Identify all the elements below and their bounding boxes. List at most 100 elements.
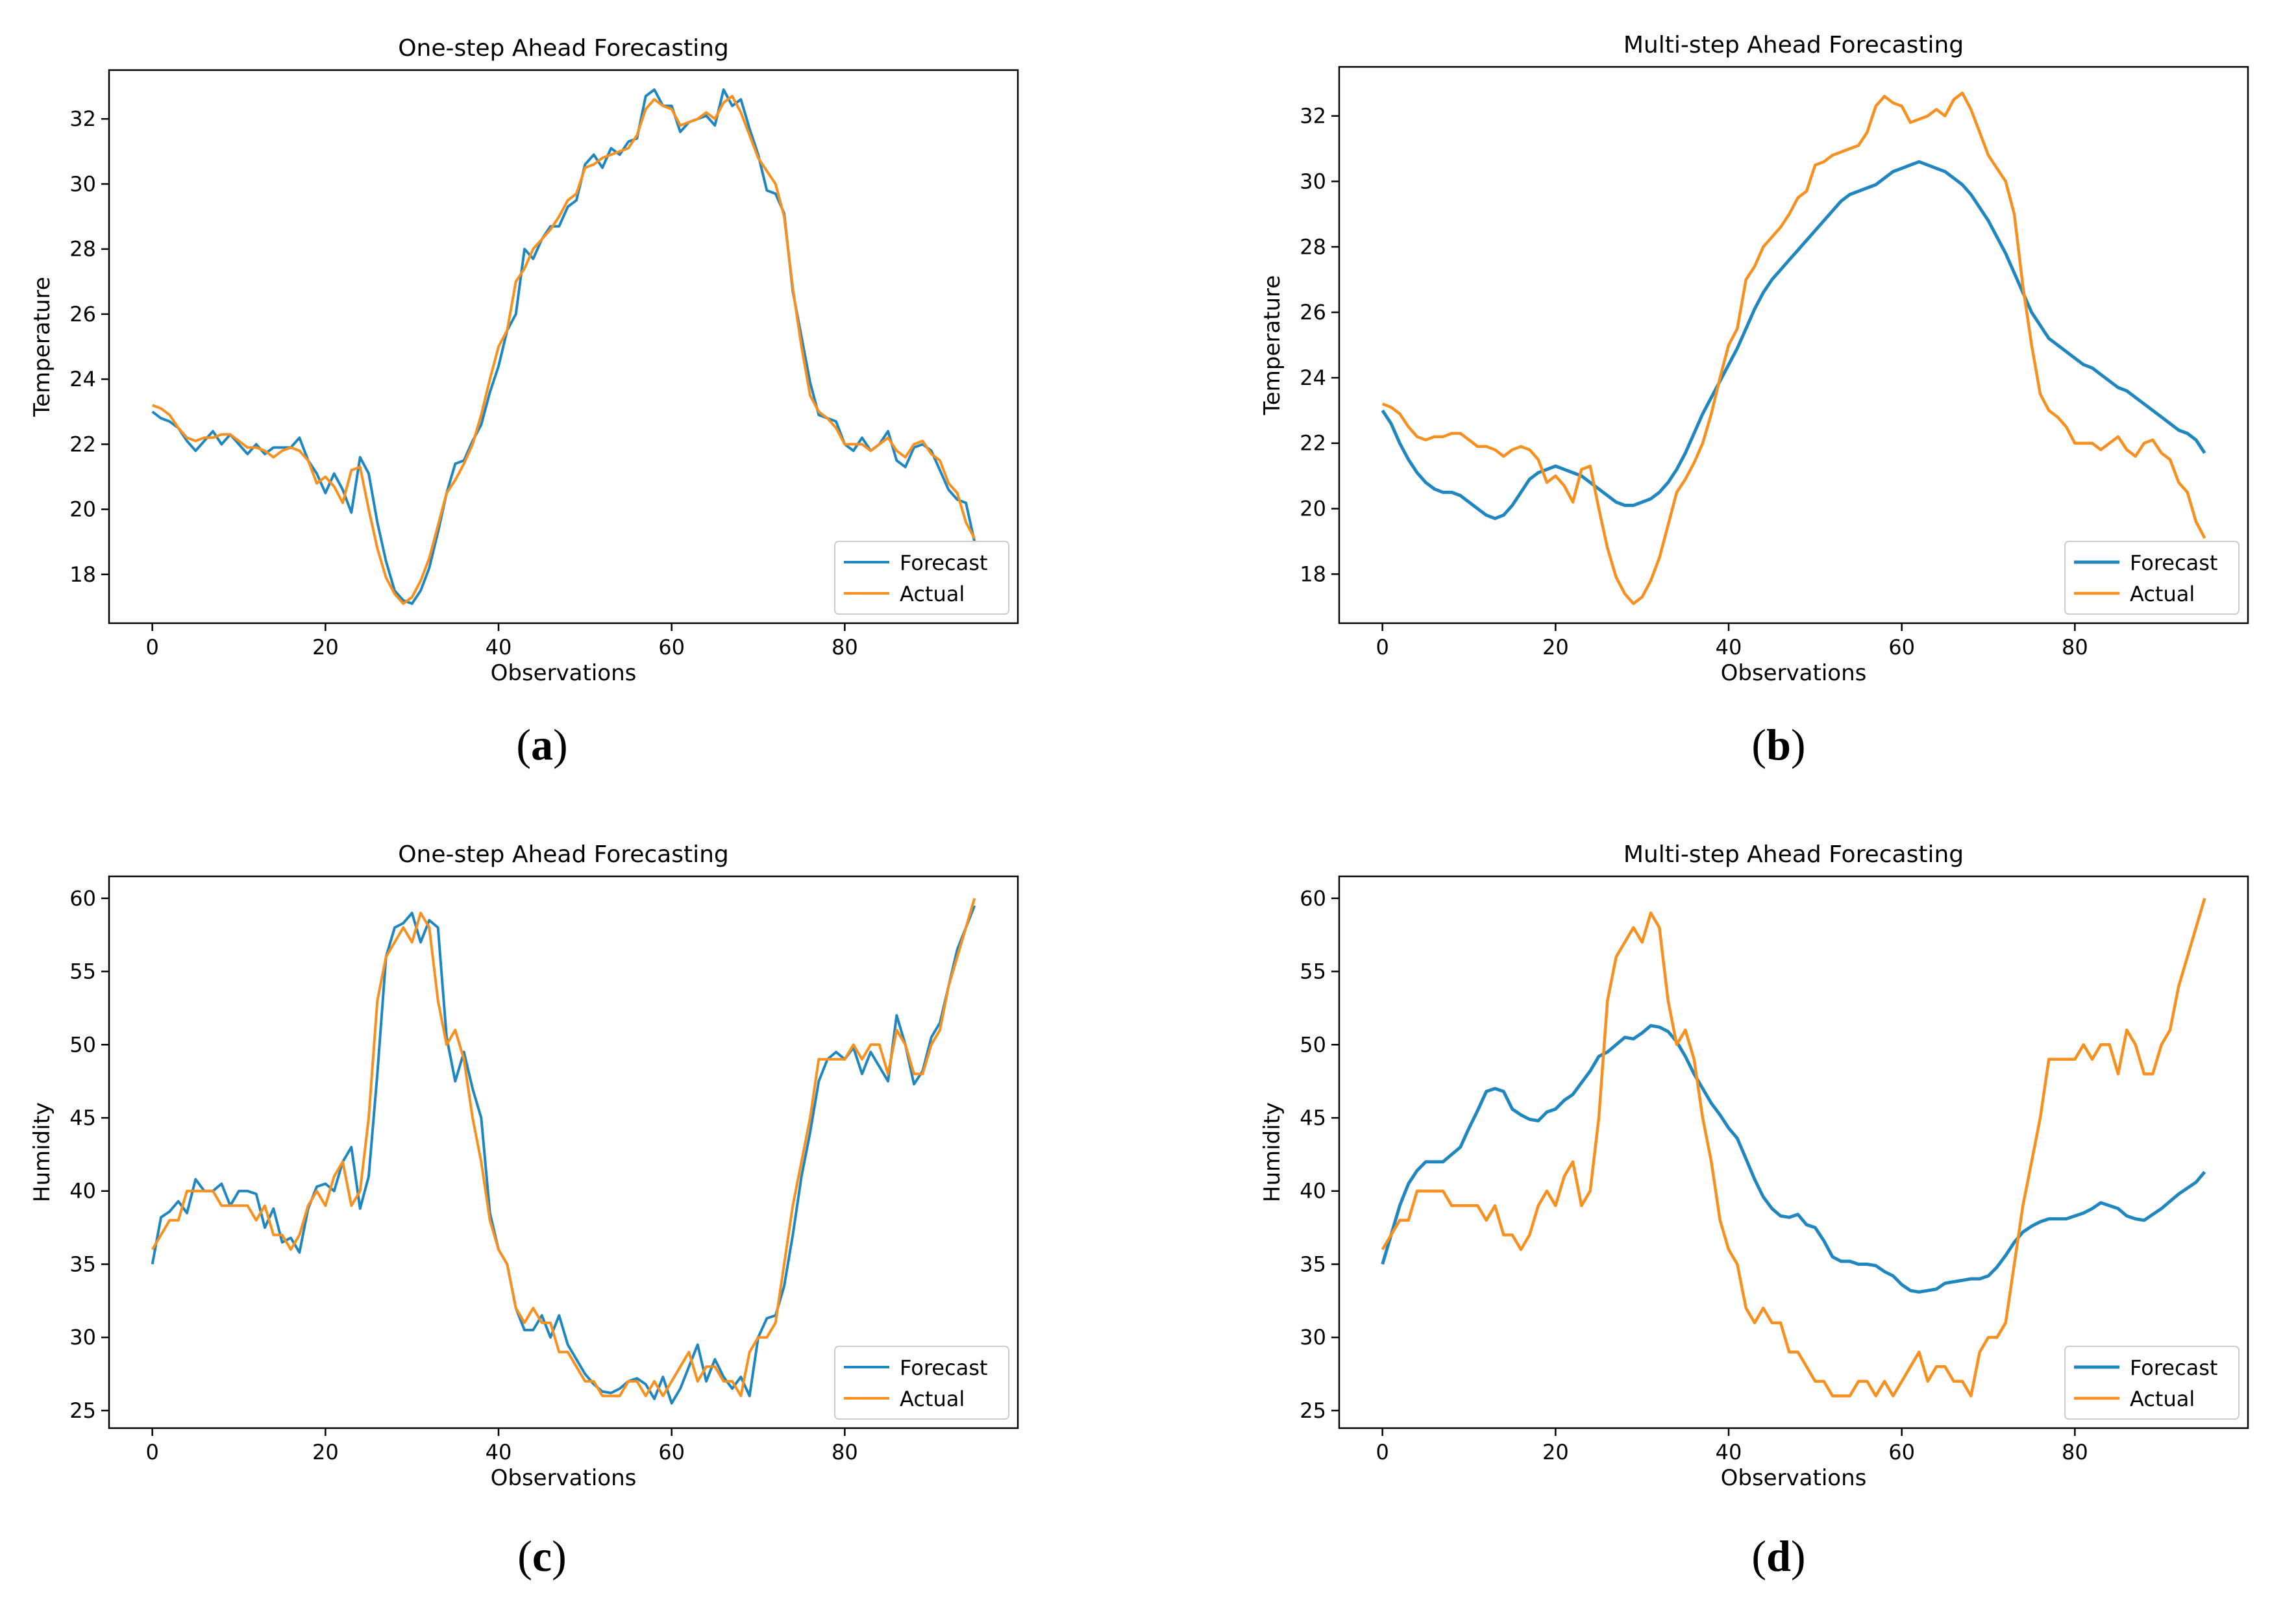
series-line-actual: [1381, 92, 2206, 606]
y-tick-label: 28: [1300, 234, 1326, 259]
panel-label-letter: b: [1766, 720, 1791, 769]
series-line-actual: [1381, 898, 2206, 1398]
plot-area: [108, 875, 1019, 1429]
panel-label-open: (: [517, 1531, 532, 1581]
chart-panel-c: One-step Ahead Forecasting 0 20 40 60 80 25 30 3…: [29, 841, 1019, 1491]
x-tick-label: 40: [486, 1440, 512, 1464]
x-tick-label: 40: [1716, 635, 1742, 660]
y-tick-label: 30: [1300, 1325, 1326, 1350]
x-tick-label: 40: [486, 635, 512, 660]
legend-label-forecast: Forecast: [2130, 550, 2217, 575]
panel-label-b: (b): [1751, 720, 1805, 769]
y-tick-label: 30: [1300, 169, 1326, 193]
x-tick-label: 20: [1542, 635, 1569, 660]
x-tick-label: 20: [312, 1440, 339, 1464]
series-line-forecast: [1381, 160, 2206, 521]
y-tick-label: 40: [1300, 1179, 1326, 1204]
legend-label-forecast: Forecast: [900, 1355, 987, 1380]
x-tick-label: 80: [2062, 1440, 2088, 1464]
y-tick-label: 26: [1300, 300, 1326, 325]
panel-label-close: ): [552, 1531, 567, 1581]
panel-label-a: (a): [516, 720, 567, 769]
legend: Forecast Actual: [834, 1346, 1009, 1420]
x-tick-label: 0: [145, 1440, 158, 1464]
legend-label-actual: Actual: [900, 1387, 965, 1411]
y-tick-label: 30: [69, 1325, 96, 1350]
y-tick-label: 25: [1300, 1398, 1326, 1423]
x-tick-label: 0: [145, 635, 158, 660]
y-axis-label: Humidity: [29, 1102, 55, 1202]
panel-label-letter: c: [532, 1531, 552, 1581]
y-tick-label: 45: [69, 1106, 96, 1130]
y-tick-label: 20: [69, 497, 96, 522]
panel-label-open: (: [1751, 720, 1766, 769]
panel-label-open: (: [516, 720, 531, 769]
legend-box: [2064, 1346, 2240, 1420]
y-tick-label: 24: [1300, 365, 1326, 390]
y-tick-label: 35: [1300, 1252, 1326, 1276]
legend-label-actual: Actual: [900, 582, 965, 606]
y-tick-label: 22: [1300, 431, 1326, 456]
legend-label-actual: Actual: [2130, 582, 2195, 606]
x-axis-label: Observations: [491, 1465, 637, 1491]
x-axis-label: Observations: [491, 660, 637, 686]
chart-panel-b: Multi-step Ahead Forecasting 0 20 40 60 80 18 2…: [1259, 32, 2249, 686]
legend-box: [834, 541, 1009, 615]
series-line-actual: [151, 95, 976, 605]
y-tick-label: 60: [1300, 886, 1326, 911]
legend-box: [834, 1346, 1009, 1420]
legend-label-forecast: Forecast: [900, 550, 987, 575]
x-tick-label: 60: [658, 1440, 685, 1464]
panel-label-close: ): [553, 720, 568, 769]
series-line-forecast: [1381, 1024, 2206, 1294]
panel-label-c: (c): [517, 1531, 567, 1581]
panel-label-letter: a: [531, 720, 553, 769]
x-tick-label: 60: [1888, 635, 1915, 660]
series-line-forecast: [151, 905, 976, 1405]
legend: Forecast Actual: [834, 541, 1009, 615]
y-tick-label: 55: [1300, 959, 1326, 984]
y-axis-label: Humidity: [1259, 1102, 1285, 1202]
x-tick-label: 0: [1376, 635, 1389, 660]
panel-label-close: ): [1791, 720, 1806, 769]
y-tick-label: 25: [69, 1398, 96, 1423]
y-tick-label: 26: [69, 302, 96, 327]
y-tick-label: 50: [69, 1032, 96, 1057]
x-tick-label: 60: [1888, 1440, 1915, 1464]
plot-area: [1338, 66, 2249, 624]
x-tick-label: 20: [312, 635, 339, 660]
y-tick-label: 20: [1300, 497, 1326, 521]
plot-area: [1338, 875, 2249, 1429]
series-line-actual: [151, 898, 976, 1398]
x-tick-label: 20: [1542, 1440, 1569, 1464]
panel-label-open: (: [1751, 1531, 1766, 1581]
y-tick-label: 24: [69, 367, 96, 391]
x-tick-label: 80: [832, 635, 858, 660]
y-tick-label: 40: [69, 1179, 96, 1204]
x-tick-label: 80: [832, 1440, 858, 1464]
x-axis-label: Observations: [1721, 660, 1867, 686]
y-tick-label: 32: [69, 106, 96, 131]
chart-title: One-step Ahead Forecasting: [398, 35, 729, 62]
plot-area: [108, 69, 1019, 624]
legend: Forecast Actual: [2064, 1346, 2240, 1420]
x-tick-label: 40: [1716, 1440, 1742, 1464]
panel-label-d: (d): [1751, 1531, 1805, 1581]
y-tick-label: 50: [1300, 1032, 1326, 1057]
y-axis-label: Temperature: [29, 277, 55, 417]
y-tick-label: 18: [69, 562, 96, 587]
y-axis-label: Temperature: [1259, 275, 1285, 415]
y-tick-label: 22: [69, 432, 96, 456]
legend: Forecast Actual: [2064, 541, 2240, 615]
y-tick-label: 55: [69, 959, 96, 984]
y-tick-label: 30: [69, 171, 96, 196]
x-tick-label: 60: [658, 635, 685, 660]
y-tick-label: 32: [1300, 104, 1326, 129]
y-tick-label: 28: [69, 237, 96, 262]
chart-panel-d: Multi-step Ahead Forecasting 0 20 40 60 80 25 3…: [1259, 841, 2249, 1491]
y-tick-label: 45: [1300, 1106, 1326, 1130]
panel-label-letter: d: [1766, 1531, 1791, 1581]
y-tick-label: 18: [1300, 562, 1326, 586]
y-tick-label: 35: [69, 1252, 96, 1276]
chart-title: One-step Ahead Forecasting: [398, 841, 729, 868]
